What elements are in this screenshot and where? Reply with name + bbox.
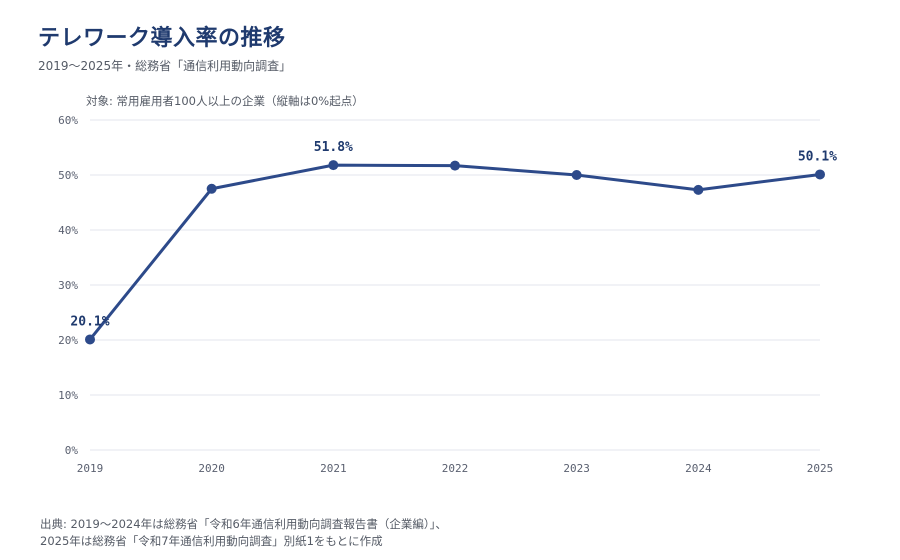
x-tick-label: 2025 xyxy=(807,462,834,475)
data-point xyxy=(450,160,460,171)
data-point xyxy=(328,160,339,171)
x-tick-label: 2021 xyxy=(320,462,347,475)
x-tick-label: 2023 xyxy=(563,462,590,475)
y-axis: 0% 10% 20% 30% 40% 50% 60% xyxy=(58,114,78,457)
source-note: 出典: 2019〜2024年は総務省「令和6年通信利用動向調査報告書（企業編）」… xyxy=(40,516,447,550)
chart-note: 対象: 常用雇用者100人以上の企業（縦軸は0%起点） xyxy=(86,94,364,108)
data-label: 50.1% xyxy=(798,149,837,164)
series-line xyxy=(88,163,821,341)
data-label: 51.8% xyxy=(314,140,353,155)
chart-title: テレワーク導入率の推移 xyxy=(38,26,286,51)
y-tick-label: 10% xyxy=(58,389,78,402)
source-line-2: 2025年は総務省「令和7年通信利用動向調査」別紙1をもとに作成 xyxy=(40,534,383,548)
x-tick-label: 2020 xyxy=(198,462,225,475)
x-tick-label: 2022 xyxy=(442,462,469,475)
x-tick-label: 2019 xyxy=(77,462,104,475)
data-labels: 20.1% 51.8% 50.1% xyxy=(70,140,837,329)
x-tick-label: 2024 xyxy=(685,462,712,475)
data-label: 20.1% xyxy=(70,314,109,329)
y-tick-label: 50% xyxy=(58,169,78,182)
y-tick-label: 20% xyxy=(58,334,78,347)
data-point xyxy=(815,169,825,180)
y-tick-label: 0% xyxy=(65,444,79,457)
data-point xyxy=(693,184,704,195)
data-point xyxy=(571,170,582,180)
data-point xyxy=(206,183,217,194)
y-tick-label: 60% xyxy=(58,114,78,127)
data-points xyxy=(85,160,825,345)
data-point xyxy=(85,334,95,345)
chart-subtitle: 2019〜2025年・総務省「通信利用動向調査」 xyxy=(38,59,292,73)
x-axis: 2019 2020 2021 2022 2023 2024 2025 xyxy=(77,462,834,475)
gridlines xyxy=(90,119,820,451)
source-line-1: 出典: 2019〜2024年は総務省「令和6年通信利用動向調査報告書（企業編）」… xyxy=(40,517,447,531)
series-polyline xyxy=(88,163,821,341)
y-tick-label: 40% xyxy=(58,224,78,237)
y-tick-label: 30% xyxy=(58,279,78,292)
